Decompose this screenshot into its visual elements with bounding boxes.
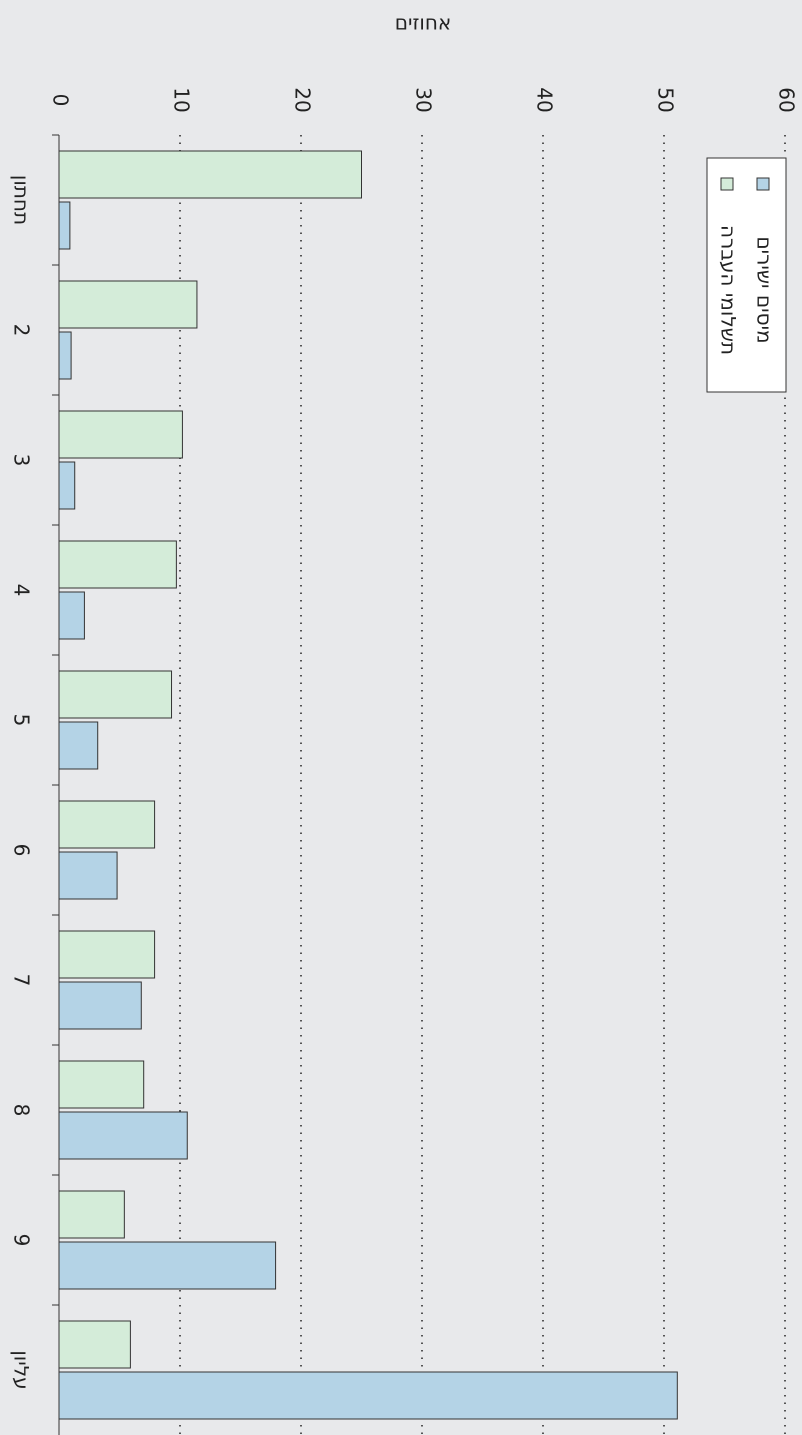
bar	[58, 280, 198, 329]
bar	[58, 981, 142, 1030]
bar	[58, 461, 76, 510]
x-tick-label: 60	[775, 87, 799, 112]
x-tick-label: 50	[654, 87, 678, 112]
y-tick-label: 6	[10, 844, 34, 857]
axis-label: אחוזים	[395, 11, 452, 35]
bar	[58, 410, 183, 459]
y-tick-label: תחתון	[10, 175, 34, 225]
bar	[58, 331, 72, 380]
legend-label: תשלומי העברה	[717, 225, 741, 355]
bar	[58, 1190, 125, 1239]
x-tick-label: 20	[291, 87, 315, 112]
y-tick-label: 4	[10, 584, 34, 597]
bar	[58, 591, 85, 640]
x-tick-label: 30	[412, 87, 436, 112]
y-tick-label: 7	[10, 974, 34, 987]
bar	[58, 1241, 277, 1290]
bar	[58, 930, 156, 979]
y-tick-label: עליון	[10, 1350, 34, 1389]
bar	[58, 1060, 145, 1109]
bar	[58, 1320, 131, 1369]
bar	[58, 1111, 188, 1160]
bar	[58, 670, 173, 719]
x-tick-label: 40	[533, 87, 557, 112]
y-tick-label: 8	[10, 1104, 34, 1117]
y-tick-label: 3	[10, 454, 34, 467]
legend-swatch	[756, 177, 770, 191]
y-tick-label: 9	[10, 1234, 34, 1247]
legend-swatch	[720, 177, 734, 191]
legend-box	[706, 157, 787, 393]
bar	[58, 540, 177, 589]
bar	[58, 851, 118, 900]
bar	[58, 1371, 678, 1420]
x-tick-label: 0	[49, 94, 73, 107]
bar	[58, 721, 99, 770]
y-tick-label: 2	[10, 324, 34, 337]
bar	[58, 201, 71, 250]
legend-label: מיסים ישירים	[753, 236, 777, 343]
y-tick-label: 5	[10, 714, 34, 727]
bar	[58, 150, 362, 199]
x-tick-label: 10	[170, 87, 194, 112]
bar	[58, 800, 156, 849]
